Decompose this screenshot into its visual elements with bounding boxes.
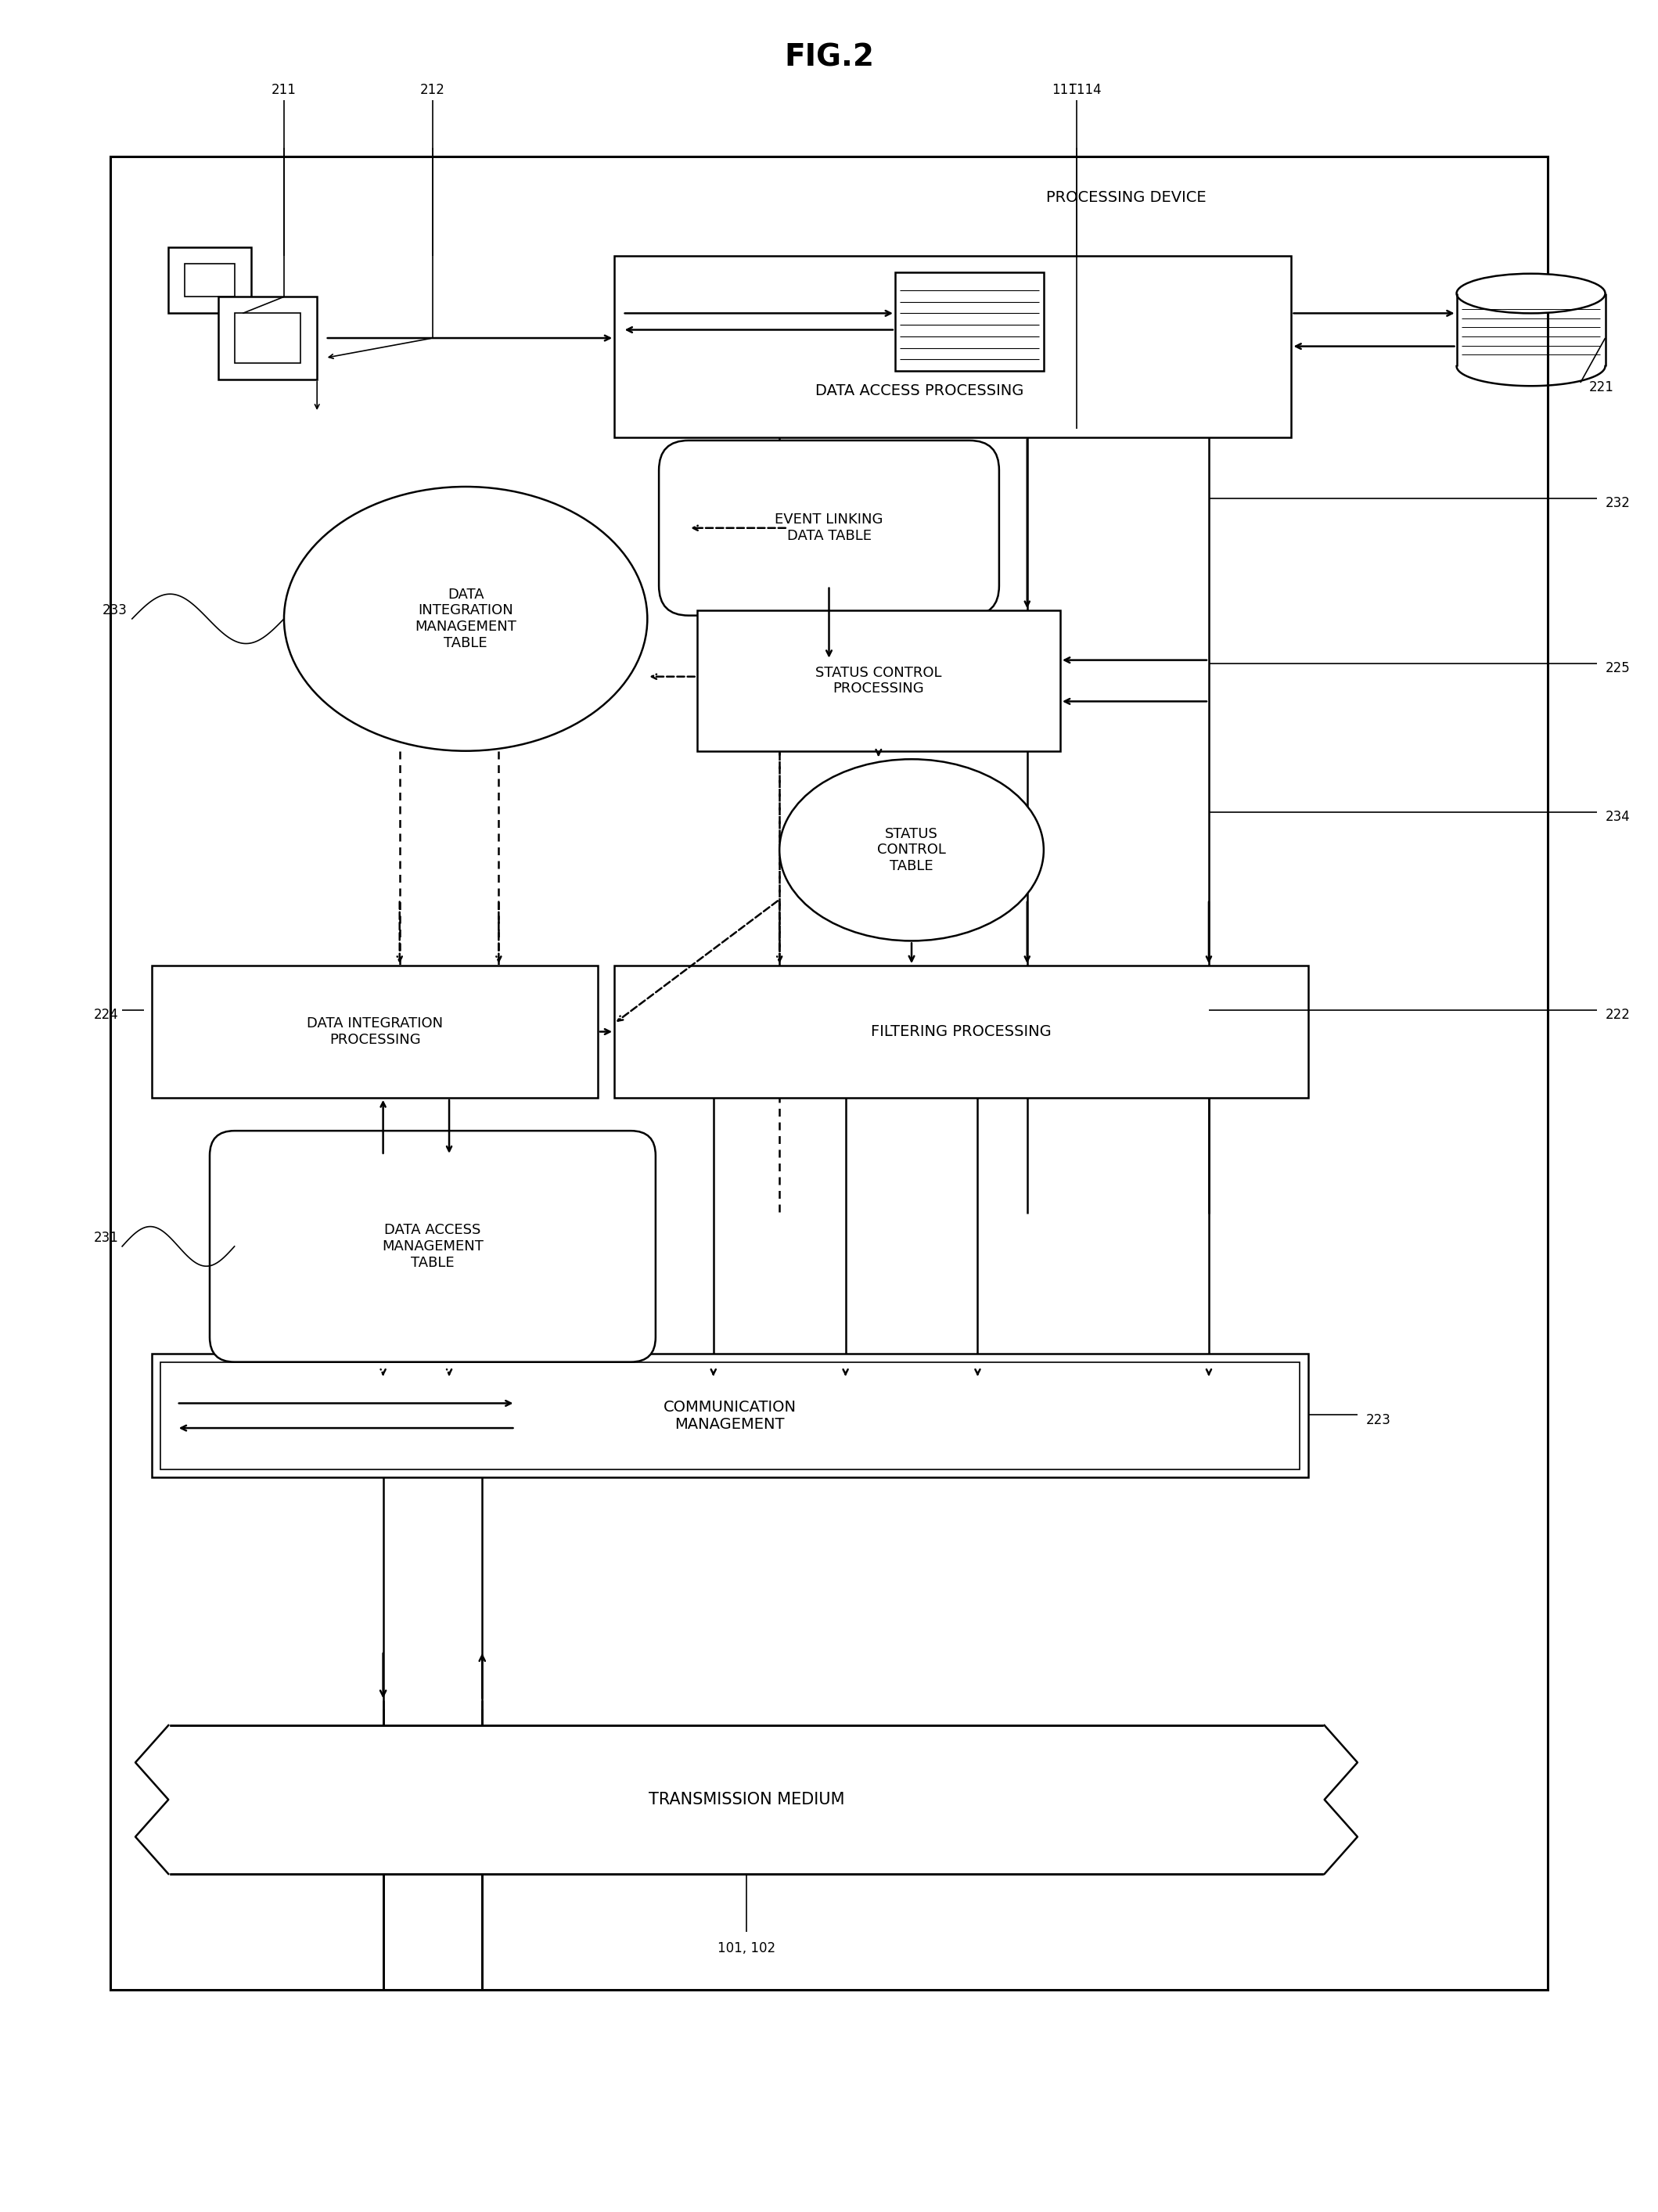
Bar <box>234 314 300 363</box>
Bar <box>169 248 250 314</box>
Text: 222: 222 <box>1605 1009 1630 1022</box>
Text: 233: 233 <box>103 604 128 617</box>
Ellipse shape <box>284 487 647 750</box>
Text: DATA
INTEGRATION
MANAGEMENT
TABLE: DATA INTEGRATION MANAGEMENT TABLE <box>414 588 517 650</box>
Polygon shape <box>1323 1723 1374 1876</box>
Text: 212: 212 <box>419 84 444 97</box>
Text: TRANSMISSION MEDIUM: TRANSMISSION MEDIUM <box>648 1792 844 1807</box>
Text: 234: 234 <box>1605 810 1630 825</box>
Text: STATUS
CONTROL
TABLE: STATUS CONTROL TABLE <box>877 827 947 874</box>
Text: 101, 102: 101, 102 <box>718 1942 776 1955</box>
Text: DATA ACCESS PROCESSING: DATA ACCESS PROCESSING <box>816 383 1025 398</box>
Text: FILTERING PROCESSING: FILTERING PROCESSING <box>870 1024 1051 1040</box>
Bar <box>161 1363 1300 1469</box>
Text: PROCESSING DEVICE: PROCESSING DEVICE <box>1046 190 1207 206</box>
Text: 211: 211 <box>272 84 297 97</box>
Bar <box>169 1725 1325 1874</box>
Bar <box>615 254 1292 438</box>
Text: 111̅114: 111̅114 <box>1051 84 1101 97</box>
Ellipse shape <box>1457 274 1605 314</box>
Bar <box>153 967 599 1097</box>
Bar <box>696 611 1059 750</box>
Text: COMMUNICATION
MANAGEMENT: COMMUNICATION MANAGEMENT <box>663 1400 796 1431</box>
Text: 223: 223 <box>1366 1413 1391 1427</box>
Bar <box>153 1354 1308 1478</box>
Polygon shape <box>119 1723 169 1876</box>
Bar <box>217 296 317 378</box>
Text: 232: 232 <box>1605 495 1630 511</box>
Text: DATA INTEGRATION
PROCESSING: DATA INTEGRATION PROCESSING <box>307 1018 443 1046</box>
Text: 221: 221 <box>1588 380 1613 394</box>
Text: EVENT LINKING
DATA TABLE: EVENT LINKING DATA TABLE <box>774 513 884 544</box>
Text: DATA ACCESS
MANAGEMENT
TABLE: DATA ACCESS MANAGEMENT TABLE <box>381 1223 484 1270</box>
Text: 231: 231 <box>95 1232 119 1245</box>
Bar <box>111 157 1547 1989</box>
Bar <box>615 967 1308 1097</box>
Text: FIG.2: FIG.2 <box>784 42 874 73</box>
Bar <box>895 272 1043 372</box>
FancyBboxPatch shape <box>209 1130 655 1363</box>
Ellipse shape <box>779 759 1043 940</box>
FancyBboxPatch shape <box>658 440 1000 615</box>
Bar <box>186 263 234 296</box>
Text: 225: 225 <box>1605 661 1630 675</box>
Text: 224: 224 <box>95 1009 119 1022</box>
Text: STATUS CONTROL
PROCESSING: STATUS CONTROL PROCESSING <box>816 666 942 697</box>
